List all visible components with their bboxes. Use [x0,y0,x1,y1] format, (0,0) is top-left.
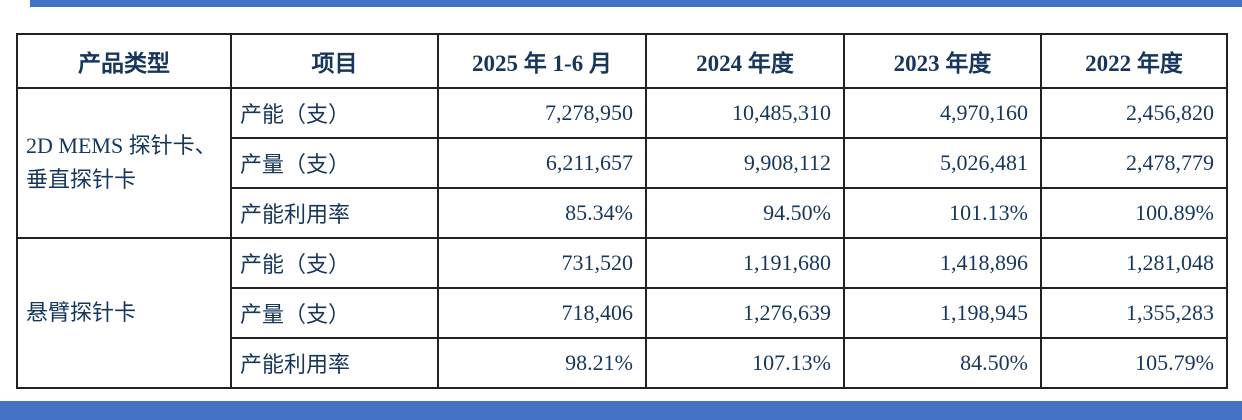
table-row: 产量（支） 6,211,657 9,908,112 5,026,481 2,47… [17,137,1228,189]
value-cell: 100.89% [1040,187,1228,239]
table-row: 2D MEMS 探针卡、垂直探针卡 产能（支） 7,278,950 10,485… [16,87,1228,239]
value-cell: 1,198,945 [843,287,1042,339]
value-cell: 731,520 [437,237,647,289]
item-cell: 产能利用率 [230,337,439,389]
value-cell: 1,418,896 [843,237,1042,289]
value-cell: 9,908,112 [645,137,845,189]
item-cell: 产量（支） [230,137,439,189]
item-cell: 产能（支） [230,87,439,139]
value-cell: 1,281,048 [1040,237,1228,289]
category-cell-cantilever: 悬臂探针卡 [16,237,232,389]
table-row: 产能利用率 98.21% 107.13% 84.50% 105.79% [17,337,1228,389]
top-highlight-bar [30,0,1242,7]
production-capacity-table: 产品类型 项目 2025 年 1-6 月 2024 年度 2023 年度 202… [16,33,1228,389]
value-cell: 105.79% [1040,337,1228,389]
item-cell: 产能（支） [230,237,439,289]
table-row: 产量（支） 718,406 1,276,639 1,198,945 1,355,… [17,287,1228,339]
bottom-highlight-bar [0,401,1242,420]
value-cell: 101.13% [843,187,1042,239]
table-row: 悬臂探针卡 产能（支） 731,520 1,191,680 1,418,896 … [16,237,1228,389]
value-cell: 1,191,680 [645,237,845,289]
value-cell: 94.50% [645,187,845,239]
header-period-2023: 2023 年度 [843,33,1042,89]
value-cell: 6,211,657 [437,137,647,189]
value-cell: 10,485,310 [645,87,845,139]
value-cell: 1,276,639 [645,287,845,339]
value-cell: 85.34% [437,187,647,239]
header-period-2022: 2022 年度 [1040,33,1228,89]
value-cell: 107.13% [645,337,845,389]
value-cell: 2,478,779 [1040,137,1228,189]
value-cell: 1,355,283 [1040,287,1228,339]
header-period-2024: 2024 年度 [645,33,845,89]
header-product-type: 产品类型 [16,33,232,89]
table-row: 产能利用率 85.34% 94.50% 101.13% 100.89% [17,187,1228,239]
header-period-2025h1: 2025 年 1-6 月 [437,33,647,89]
value-cell: 5,026,481 [843,137,1042,189]
value-cell: 7,278,950 [437,87,647,139]
value-cell: 4,970,160 [843,87,1042,139]
value-cell: 2,456,820 [1040,87,1228,139]
value-cell: 84.50% [843,337,1042,389]
item-cell: 产量（支） [230,287,439,339]
category-cell-mems: 2D MEMS 探针卡、垂直探针卡 [16,87,232,239]
item-cell: 产能利用率 [230,187,439,239]
table-header-row: 产品类型 项目 2025 年 1-6 月 2024 年度 2023 年度 202… [16,33,1228,89]
header-item: 项目 [230,33,439,89]
value-cell: 98.21% [437,337,647,389]
value-cell: 718,406 [437,287,647,339]
